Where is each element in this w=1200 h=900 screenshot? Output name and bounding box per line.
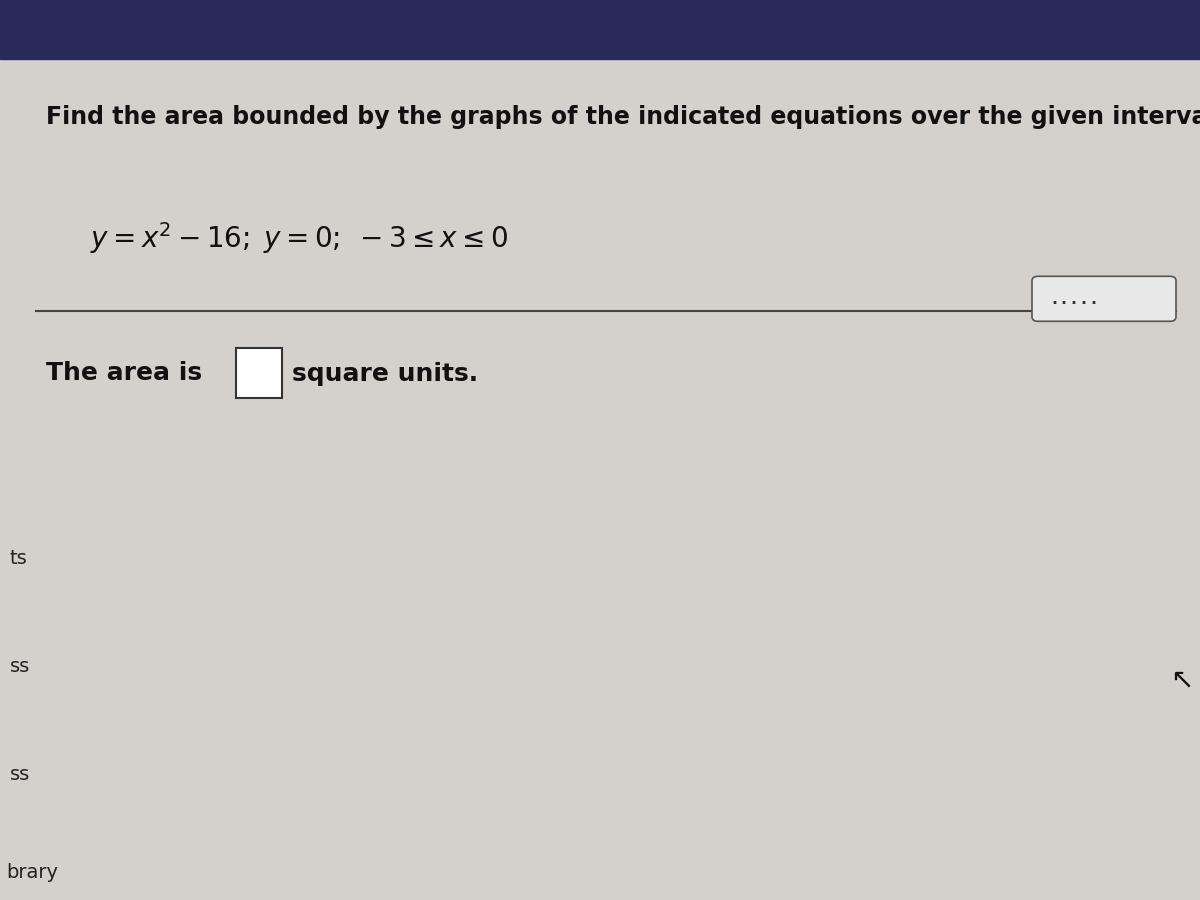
Text: $y = x^2 - 16;\; y = 0;\; -3 \leq x \leq 0$: $y = x^2 - 16;\; y = 0;\; -3 \leq x \leq… [90,220,509,256]
Bar [236,348,282,398]
Bar [0,0,1200,58]
Text: Find the area bounded by the graphs of the indicated equations over the given in: Find the area bounded by the graphs of t… [46,105,1200,129]
Text: ss: ss [10,656,30,676]
Text: ↖: ↖ [1170,665,1193,694]
Text: square units.: square units. [292,362,478,385]
Text: brary: brary [6,863,58,883]
FancyBboxPatch shape [1032,276,1176,321]
Text: .....: ..... [1049,290,1099,308]
Text: ts: ts [10,548,28,568]
Text: The area is: The area is [46,362,202,385]
Text: ss: ss [10,764,30,784]
